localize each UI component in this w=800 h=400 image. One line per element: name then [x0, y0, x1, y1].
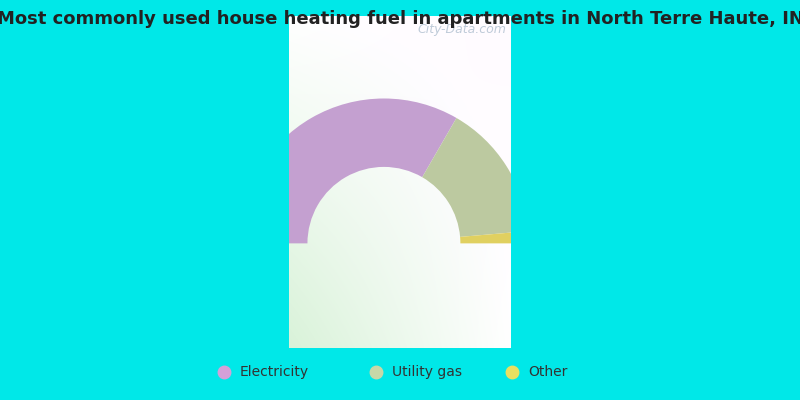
Wedge shape	[460, 231, 529, 243]
Text: City-Data.com: City-Data.com	[418, 23, 506, 36]
Wedge shape	[239, 98, 457, 243]
Text: Utility gas: Utility gas	[392, 365, 462, 379]
Text: Electricity: Electricity	[240, 365, 309, 379]
Text: Most commonly used house heating fuel in apartments in North Terre Haute, IN: Most commonly used house heating fuel in…	[0, 10, 800, 28]
Wedge shape	[422, 118, 528, 237]
Text: Other: Other	[528, 365, 567, 379]
